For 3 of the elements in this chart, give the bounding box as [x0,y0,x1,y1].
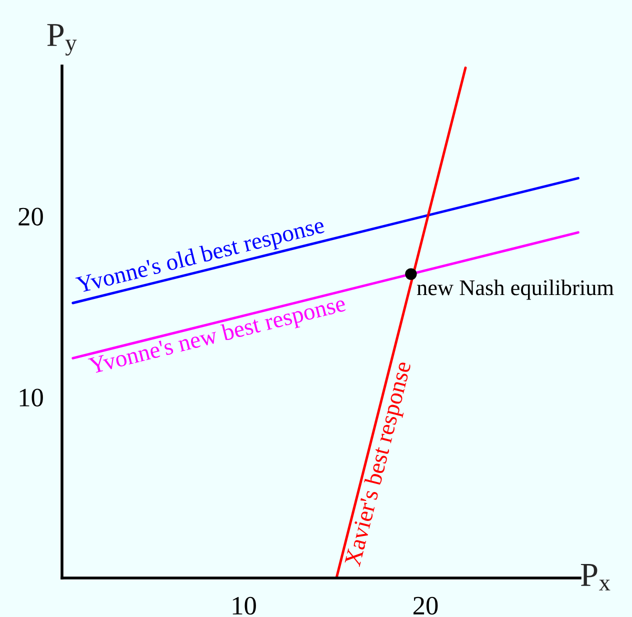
annotation: new Nash equilibrium [417,280,614,300]
x-axis-title: P$_{x}$ [580,564,610,590]
y-axis-title: P$_{y}$ [47,24,77,56]
